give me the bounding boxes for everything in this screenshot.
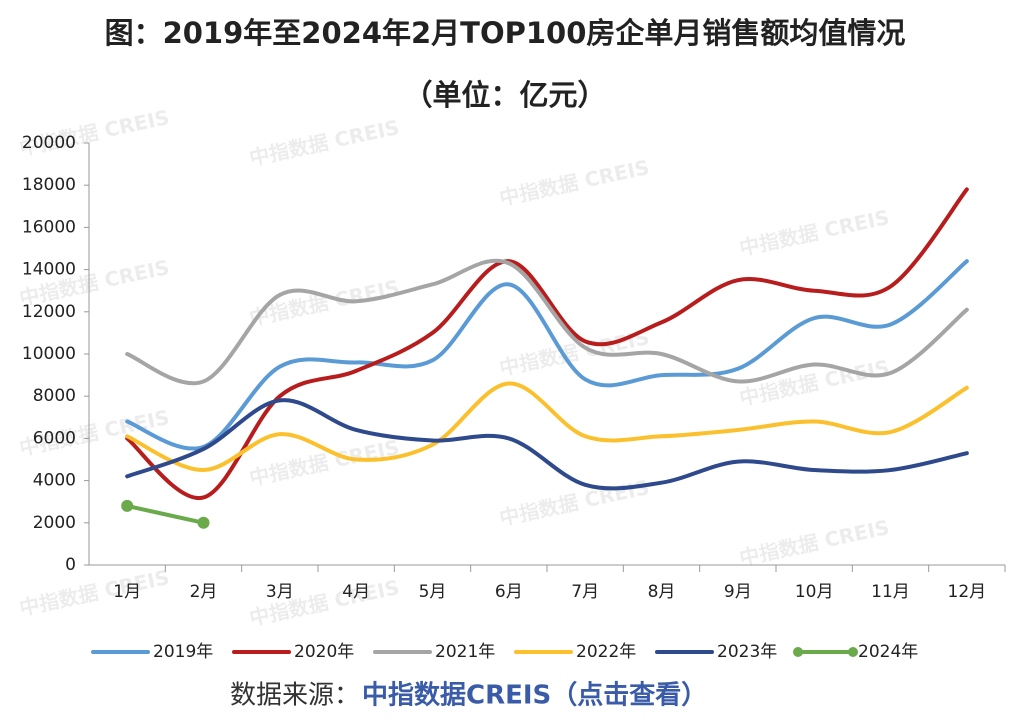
- series-line: [125, 187, 969, 500]
- watermark: 中指数据 CREIS: [737, 515, 891, 570]
- y-tick-label: 14000: [22, 260, 76, 280]
- y-tick-label: 6000: [33, 428, 76, 448]
- y-tick-label: 4000: [33, 471, 76, 491]
- x-tick-label: 2月: [190, 582, 218, 602]
- y-tick-label: 18000: [22, 175, 76, 195]
- series-line: [125, 258, 969, 386]
- x-tick-label: 6月: [495, 582, 523, 602]
- y-tick-label: 16000: [22, 217, 76, 237]
- legend-label: 2021年: [435, 642, 495, 662]
- x-tick-label: 11月: [871, 582, 910, 602]
- series-marker: [121, 499, 134, 512]
- x-tick-label: 12月: [948, 582, 987, 602]
- y-tick-label: 0: [65, 555, 76, 575]
- x-tick-label: 3月: [266, 582, 294, 602]
- legend-marker: [848, 647, 858, 657]
- legend-marker: [793, 647, 803, 657]
- y-tick-label: 12000: [22, 302, 76, 322]
- watermark: 中指数据 CREIS: [17, 565, 171, 620]
- y-tick-label: 10000: [22, 344, 76, 364]
- x-tick-label: 7月: [571, 582, 599, 602]
- x-tick-label: 9月: [724, 582, 752, 602]
- legend-label: 2024年: [858, 642, 918, 662]
- source-link[interactable]: 中指数据CREIS（点击查看）: [362, 680, 707, 711]
- watermark: 中指数据 CREIS: [247, 115, 401, 170]
- legend-label: 2020年: [294, 642, 354, 662]
- series-marker: [197, 516, 210, 529]
- series-line: [125, 503, 206, 525]
- legend-label: 2019年: [153, 642, 213, 662]
- watermark: 中指数据 CREIS: [497, 155, 651, 210]
- watermark: 中指数据 CREIS: [737, 205, 891, 260]
- y-tick-label: 2000: [33, 513, 76, 533]
- source-label: 数据来源：: [230, 681, 360, 711]
- watermark: 中指数据 CREIS: [247, 435, 401, 490]
- y-tick-label: 20000: [22, 133, 76, 153]
- series-line: [125, 381, 969, 473]
- chart-title: 图：2019年至2024年2月TOP100房企单月销售额均值情况: [105, 16, 906, 50]
- x-tick-label: 1月: [113, 582, 141, 602]
- x-tick-label: 5月: [419, 582, 447, 602]
- series-line: [125, 259, 969, 451]
- chart-subtitle: （单位：亿元）: [403, 78, 606, 112]
- legend-label: 2022年: [576, 642, 636, 662]
- x-tick-label: 8月: [648, 582, 676, 602]
- legend-label: 2023年: [717, 642, 777, 662]
- x-tick-label: 10月: [795, 582, 834, 602]
- x-tick-label: 4月: [342, 582, 370, 602]
- y-tick-label: 8000: [33, 386, 76, 406]
- series-line: [125, 398, 969, 491]
- watermark: 中指数据 CREIS: [497, 475, 651, 530]
